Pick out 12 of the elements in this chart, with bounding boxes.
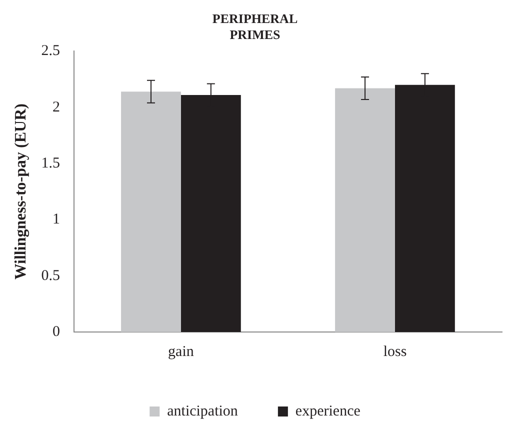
y-tick-label: 2	[52, 99, 60, 116]
legend-label: anticipation	[167, 403, 238, 420]
x-tick-label: gain	[168, 344, 194, 360]
y-axis-title: Willingness-to-pay (EUR)	[12, 104, 30, 280]
chart-title: PERIPHERAL PRIMES	[212, 11, 298, 42]
y-tick-label: 0.5	[41, 268, 60, 284]
legend-label: experience	[295, 403, 361, 420]
x-tick-label: loss	[383, 344, 407, 360]
y-tick-label: 1	[52, 212, 60, 228]
y-tick-label: 1.5	[41, 155, 60, 172]
y-tick-label: 0	[52, 324, 60, 340]
y-tick-label: 2.5	[41, 43, 60, 60]
